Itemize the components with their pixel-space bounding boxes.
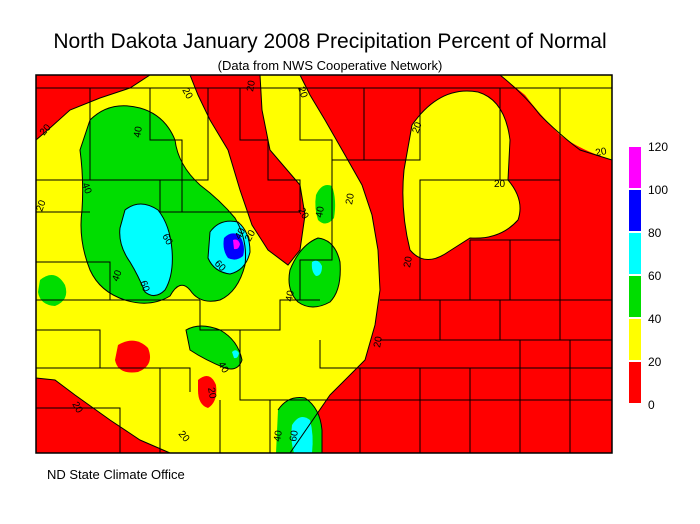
contour-label: 20 <box>402 255 415 268</box>
legend-tick-label: 120 <box>648 140 668 154</box>
contour-label: 20 <box>494 179 506 190</box>
contour-lines <box>36 75 612 453</box>
contour-label: 60 <box>137 279 151 294</box>
region-magenta-center <box>233 239 240 250</box>
region-cyan-south-spot <box>232 350 239 359</box>
contour-label: 40 <box>314 205 327 218</box>
contour-label: 20 <box>245 79 258 92</box>
contour-label: 40 <box>110 268 124 283</box>
legend-bin <box>629 276 641 317</box>
legend-bin <box>629 190 641 231</box>
region-green-west-spot <box>38 275 67 306</box>
contour-label: 20 <box>295 206 310 222</box>
region-yellow-northeast-corner <box>500 75 612 160</box>
footer-credit: ND State Climate Office <box>47 467 185 482</box>
contour-label: 40 <box>132 125 145 138</box>
map-title: North Dakota January 2008 Precipitation … <box>53 30 607 53</box>
region-green-central-north <box>315 185 336 224</box>
legend-bin <box>629 233 641 274</box>
region-cyan-central-spot <box>311 260 322 276</box>
contour-label: 40 <box>272 429 285 442</box>
map-fill-layers <box>36 75 612 453</box>
legend-tick-label: 40 <box>648 312 662 326</box>
region-red-south-spot <box>198 376 217 408</box>
contour-label: 20 <box>595 146 608 159</box>
map-subtitle: (Data from NWS Cooperative Network) <box>217 58 443 73</box>
county-boundaries <box>36 87 612 453</box>
contour-label: 40 <box>284 289 297 302</box>
contour-label: 40 <box>233 226 248 242</box>
legend-color-boxes <box>629 147 641 403</box>
contour-label: 20 <box>205 387 218 400</box>
contour-label: 20 <box>372 335 385 348</box>
contour-label: 20 <box>69 400 84 416</box>
contour-label: 20 <box>295 85 309 100</box>
contour-label: 20 <box>34 198 48 213</box>
region-green-south <box>186 326 242 369</box>
region-red-southwest-spot <box>115 340 151 373</box>
legend-tick-label: 20 <box>648 355 662 369</box>
region-yellow-northeast-island <box>402 90 521 260</box>
legend: 120 100 80 60 40 20 0 <box>629 140 668 412</box>
contour-label: 20 <box>243 228 258 244</box>
legend-tick-labels: 120 100 80 60 40 20 0 <box>648 140 668 412</box>
legend-bin <box>629 319 641 360</box>
legend-tick-label: 80 <box>648 226 662 240</box>
region-red-east <box>290 75 612 453</box>
contour-label: 40 <box>79 181 93 196</box>
contour-label-group: 20 20 20 20 40 40 20 20 20 20 20 40 20 2… <box>34 79 607 445</box>
state-border <box>35 74 613 454</box>
legend-tick-label: 100 <box>648 183 668 197</box>
region-green-west <box>80 105 246 304</box>
legend-bin <box>629 147 641 188</box>
legend-tick-label: 0 <box>648 398 655 412</box>
contour-label: 20 <box>410 120 424 135</box>
region-cyan-west <box>119 204 173 296</box>
contour-label: 20 <box>179 86 194 102</box>
region-red-northwest <box>36 75 150 140</box>
contour-label: 40 <box>215 360 230 376</box>
region-red-northcentral <box>190 75 305 265</box>
legend-tick-label: 60 <box>648 269 662 283</box>
contour-label: 20 <box>344 192 357 205</box>
legend-bin <box>629 362 641 403</box>
contour-label: 60 <box>159 232 174 248</box>
contour-label: 60 <box>288 429 301 442</box>
